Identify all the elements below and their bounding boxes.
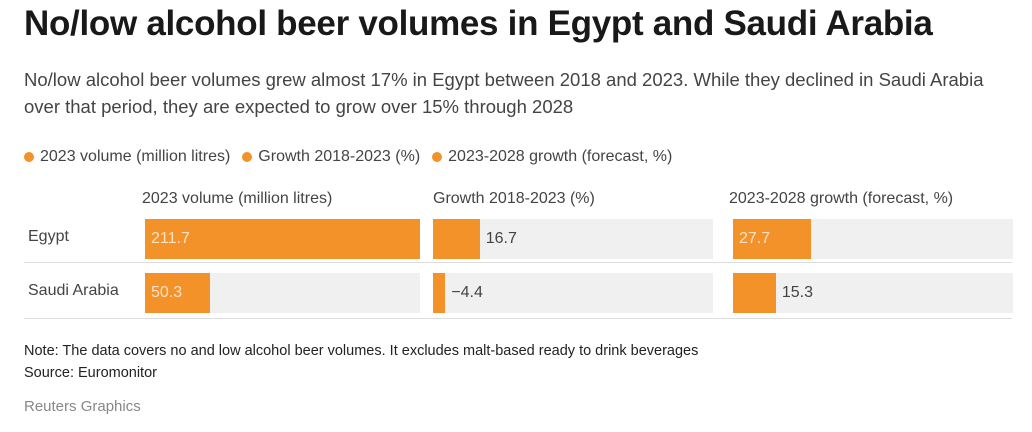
chart-subtitle: No/low alcohol beer volumes grew almost …: [24, 69, 984, 117]
column-header-forecast: 2023-2028 growth (forecast, %): [729, 190, 954, 207]
legend: 2023 volume (million litres) Growth 2018…: [24, 148, 672, 166]
row-label-saudi-arabia: Saudi Arabia: [28, 282, 119, 299]
bar-track: 211.7: [145, 219, 420, 259]
legend-dot-icon: [242, 152, 253, 162]
column-header-volume: 2023 volume (million litres): [142, 190, 333, 207]
row-divider: [24, 318, 1012, 319]
row-divider: [24, 262, 1012, 263]
data-label: 211.7: [151, 230, 190, 247]
column-header-growth: Growth 2018-2023 (%): [433, 190, 595, 207]
bar: [145, 273, 211, 313]
legend-item-growth: Growth 2018-2023 (%): [242, 148, 420, 166]
data-label: 50.3: [151, 284, 183, 301]
bar: [433, 273, 446, 313]
bar: [433, 219, 480, 259]
chart-title: No/low alcohol beer volumes in Egypt and…: [24, 4, 933, 43]
legend-label: 2023-2028 growth (forecast, %): [448, 148, 673, 165]
chart-source: Source: Euromonitor: [24, 365, 157, 381]
legend-item-forecast: 2023-2028 growth (forecast, %): [432, 148, 672, 166]
chart-credit: Reuters Graphics: [24, 398, 141, 415]
bar-track: 50.3: [145, 273, 420, 313]
legend-dot-icon: [24, 152, 34, 162]
data-label: 27.7: [739, 230, 771, 247]
legend-label: Growth 2018-2023 (%): [258, 148, 421, 165]
data-label: 15.3: [781, 284, 813, 301]
data-label: −4.4: [451, 284, 483, 301]
bar: [733, 273, 776, 313]
legend-item-volume: 2023 volume (million litres): [24, 148, 230, 166]
bar-track: 27.7: [733, 219, 1013, 259]
bar-track: 16.7: [433, 219, 713, 259]
bar: [733, 219, 811, 259]
bar-track: 15.3: [733, 273, 1013, 313]
legend-dot-icon: [432, 152, 443, 162]
data-label: 16.7: [485, 230, 517, 247]
bar: [145, 219, 420, 259]
legend-label: 2023 volume (million litres): [40, 148, 231, 165]
row-label-egypt: Egypt: [28, 228, 69, 245]
chart-note: Note: The data covers no and low alcohol…: [24, 343, 699, 359]
bar-track: −4.4: [433, 273, 713, 313]
